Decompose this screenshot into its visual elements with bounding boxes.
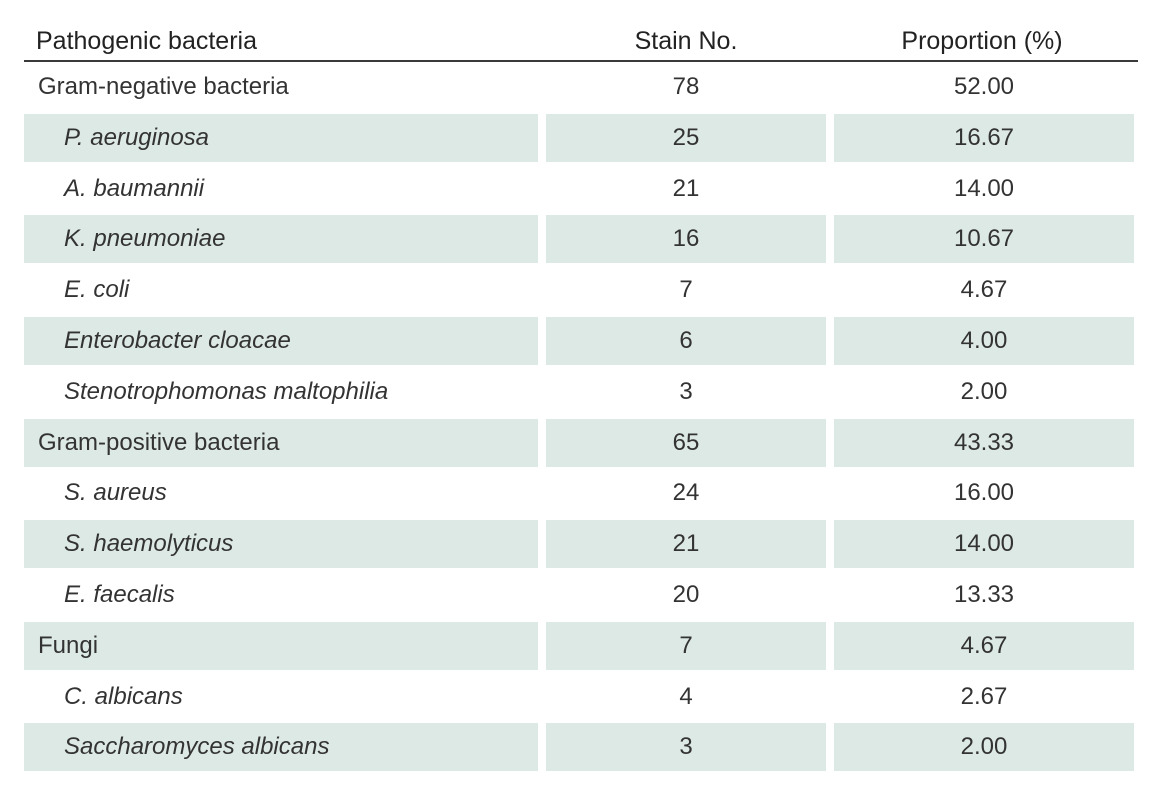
cell-stain-no: 3	[679, 377, 693, 405]
cell-proportion: 13.33	[953, 580, 1015, 608]
cell-stain-no: 7	[546, 621, 826, 670]
table-header: Pathogenic bacteria Stain No. Proportion…	[24, 20, 1138, 62]
cell-name: C. albicans	[64, 682, 183, 710]
table-row: C. albicans 4 2.67	[24, 672, 1138, 723]
cell-proportion: 14.00	[953, 174, 1015, 202]
cell-proportion: 2.67	[960, 682, 1008, 710]
cell-name: K. pneumoniae	[24, 215, 538, 264]
cell-proportion: 14.00	[834, 520, 1134, 569]
cell-proportion: 2.00	[960, 377, 1008, 405]
table-row: S. aureus 24 16.00	[24, 468, 1138, 519]
cell-stain-no: 24	[672, 479, 700, 507]
cell-stain-no: 20	[672, 580, 700, 608]
cell-proportion: 43.33	[834, 418, 1134, 467]
cell-proportion: 16.67	[834, 113, 1134, 162]
cell-proportion: 16.00	[953, 479, 1015, 507]
column-header-stain-no: Stain No.	[634, 27, 738, 55]
cell-proportion: 4.67	[834, 621, 1134, 670]
table-row: E. faecalis 20 13.33	[24, 570, 1138, 621]
table-row: S. haemolyticus 21 14.00	[24, 519, 1138, 570]
cell-name: A. baumannii	[64, 174, 205, 202]
cell-stain-no: 3	[546, 723, 826, 772]
cell-proportion: 52.00	[953, 73, 1015, 100]
table-row: Saccharomyces albicans 3 2.00	[24, 722, 1138, 773]
table-row: Gram-negative bacteria 78 52.00	[24, 62, 1138, 113]
table-row: E. coli 7 4.67	[24, 265, 1138, 316]
cell-name: Enterobacter cloacae	[24, 316, 538, 365]
cell-proportion: 2.00	[834, 723, 1134, 772]
cell-stain-no: 65	[546, 418, 826, 467]
cell-name: Fungi	[24, 621, 538, 670]
cell-name: S. aureus	[64, 479, 167, 507]
table-row: Fungi 7 4.67	[24, 621, 1138, 672]
table-row: K. pneumoniae 16 10.67	[24, 214, 1138, 265]
cell-name: Gram-positive bacteria	[24, 418, 538, 467]
cell-name: E. faecalis	[64, 580, 175, 608]
cell-name: Gram-negative bacteria	[38, 73, 289, 100]
cell-name: Stenotrophomonas maltophilia	[64, 377, 389, 405]
cell-name: S. haemolyticus	[24, 520, 538, 569]
column-header-proportion: Proportion (%)	[901, 27, 1063, 55]
cell-proportion: 4.00	[834, 316, 1134, 365]
table-row: Gram-positive bacteria 65 43.33	[24, 418, 1138, 469]
table-body: Gram-negative bacteria 78 52.00 P. aerug…	[24, 62, 1138, 773]
pathogen-table: Pathogenic bacteria Stain No. Proportion…	[24, 20, 1138, 773]
cell-stain-no: 4	[679, 682, 693, 710]
cell-stain-no: 78	[672, 73, 700, 100]
table-row: A. baumannii 21 14.00	[24, 164, 1138, 215]
cell-stain-no: 7	[679, 276, 693, 304]
cell-proportion: 10.67	[834, 215, 1134, 264]
cell-name: E. coli	[64, 276, 130, 304]
table-row: Enterobacter cloacae 6 4.00	[24, 316, 1138, 367]
cell-proportion: 4.67	[960, 276, 1008, 304]
cell-stain-no: 25	[546, 113, 826, 162]
cell-stain-no: 21	[672, 174, 700, 202]
cell-name: Saccharomyces albicans	[24, 723, 538, 772]
table-row: Stenotrophomonas maltophilia 3 2.00	[24, 367, 1138, 418]
table-row: P. aeruginosa 25 16.67	[24, 113, 1138, 164]
cell-stain-no: 16	[546, 215, 826, 264]
column-header-pathogenic-bacteria: Pathogenic bacteria	[36, 27, 257, 55]
cell-stain-no: 21	[546, 520, 826, 569]
cell-name: P. aeruginosa	[24, 113, 538, 162]
cell-stain-no: 6	[546, 316, 826, 365]
